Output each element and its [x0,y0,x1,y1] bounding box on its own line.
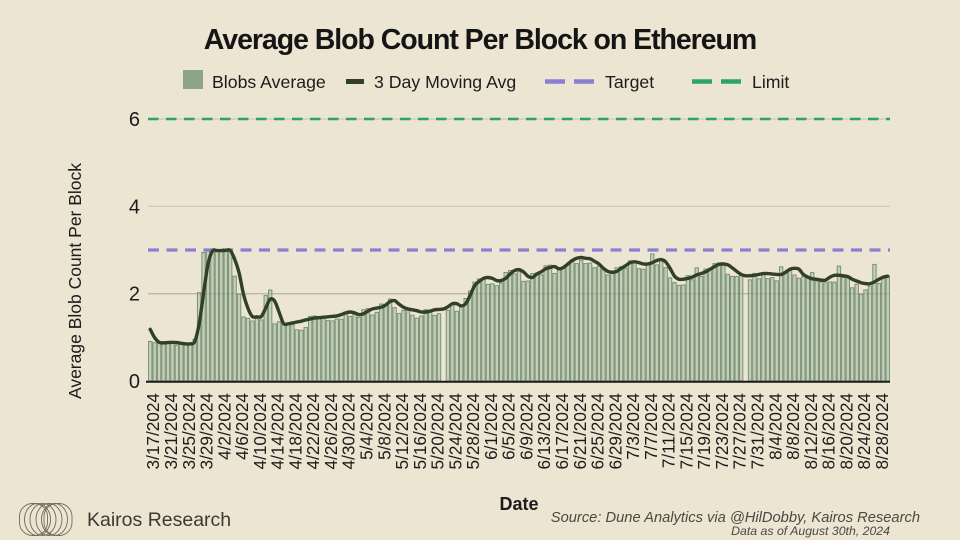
svg-text:7/19/2024: 7/19/2024 [694,393,714,470]
svg-text:8/4/2024: 8/4/2024 [765,393,785,460]
svg-text:Blobs Average: Blobs Average [212,72,326,92]
svg-text:Data as of August 30th, 2024: Data as of August 30th, 2024 [731,524,890,538]
svg-text:7/11/2024: 7/11/2024 [659,393,679,469]
svg-text:4/22/2024: 4/22/2024 [303,393,323,470]
svg-text:7/15/2024: 7/15/2024 [676,393,696,470]
svg-text:7/3/2024: 7/3/2024 [623,393,643,460]
svg-text:3/21/2024: 3/21/2024 [161,393,181,470]
svg-text:5/16/2024: 5/16/2024 [410,393,430,470]
svg-text:4: 4 [129,196,140,218]
svg-text:Source: Dune Analytics via @Hi: Source: Dune Analytics via @HilDobby, Ka… [551,510,920,526]
svg-text:6/17/2024: 6/17/2024 [552,393,572,470]
svg-text:8/16/2024: 8/16/2024 [819,393,839,470]
svg-text:4/26/2024: 4/26/2024 [321,393,341,470]
svg-text:6: 6 [129,109,140,131]
svg-text:7/7/2024: 7/7/2024 [641,393,661,460]
svg-text:5/24/2024: 5/24/2024 [445,393,465,470]
svg-text:4/10/2024: 4/10/2024 [250,393,270,470]
svg-text:6/25/2024: 6/25/2024 [588,393,608,470]
svg-text:8/8/2024: 8/8/2024 [783,393,803,460]
svg-text:Kairos Research: Kairos Research [87,509,231,531]
svg-text:Date: Date [499,494,538,514]
svg-text:6/1/2024: 6/1/2024 [481,393,501,460]
svg-text:3/25/2024: 3/25/2024 [179,393,199,470]
svg-text:5/4/2024: 5/4/2024 [357,393,377,460]
svg-text:4/30/2024: 4/30/2024 [339,393,359,470]
svg-text:Average Blob Count Per Block o: Average Blob Count Per Block on Ethereum [204,24,756,56]
svg-text:8/12/2024: 8/12/2024 [801,393,821,470]
svg-text:8/24/2024: 8/24/2024 [854,393,874,470]
svg-text:7/27/2024: 7/27/2024 [730,393,750,470]
svg-text:Average Blob Count Per Block: Average Blob Count Per Block [65,163,85,399]
svg-text:0: 0 [129,371,140,393]
svg-text:Target: Target [605,72,654,92]
svg-text:6/29/2024: 6/29/2024 [605,393,625,470]
svg-text:5/28/2024: 5/28/2024 [463,393,483,470]
svg-text:5/12/2024: 5/12/2024 [392,393,412,470]
svg-text:Limit: Limit [752,72,789,92]
svg-text:8/28/2024: 8/28/2024 [872,393,892,470]
svg-text:5/8/2024: 5/8/2024 [374,393,394,460]
svg-text:6/5/2024: 6/5/2024 [499,393,519,460]
svg-text:4/6/2024: 4/6/2024 [232,393,252,460]
svg-text:3 Day Moving Avg: 3 Day Moving Avg [374,72,516,92]
svg-text:8/20/2024: 8/20/2024 [836,393,856,470]
svg-text:3/29/2024: 3/29/2024 [197,393,217,470]
svg-text:5/20/2024: 5/20/2024 [428,393,448,470]
svg-text:7/23/2024: 7/23/2024 [712,393,732,470]
svg-text:6/21/2024: 6/21/2024 [570,393,590,470]
svg-text:6/13/2024: 6/13/2024 [534,393,554,470]
svg-text:2: 2 [129,284,140,306]
svg-text:4/14/2024: 4/14/2024 [268,393,288,470]
svg-text:4/2/2024: 4/2/2024 [214,393,234,460]
svg-text:6/9/2024: 6/9/2024 [516,393,536,460]
svg-text:3/17/2024: 3/17/2024 [143,393,163,470]
svg-text:7/31/2024: 7/31/2024 [748,393,768,470]
svg-text:4/18/2024: 4/18/2024 [285,393,305,470]
